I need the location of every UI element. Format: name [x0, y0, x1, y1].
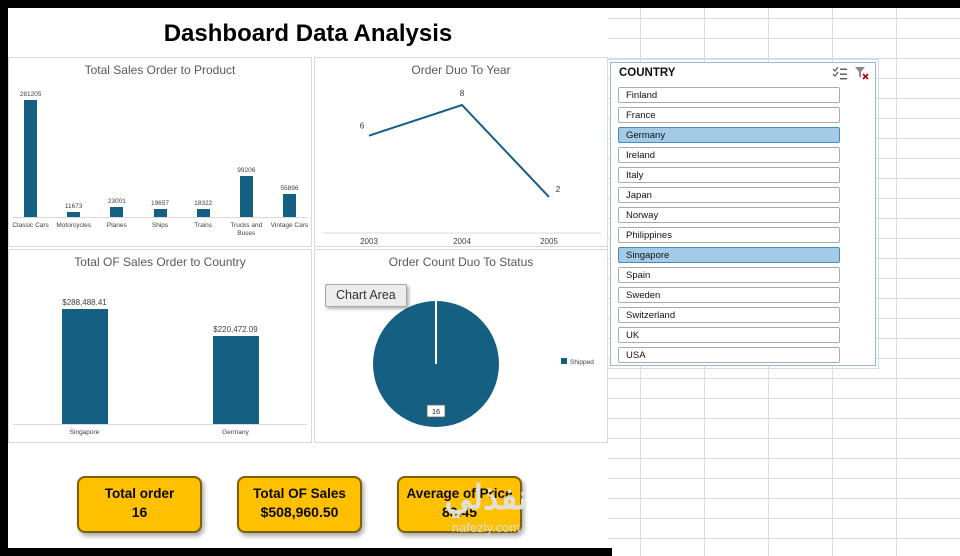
bar-value-label: 99206	[237, 166, 256, 174]
slicer-toolbar	[832, 67, 869, 80]
chart-title: Total OF Sales Order to Country	[74, 255, 246, 269]
bottom-black-strip	[0, 548, 612, 556]
category-label: Trucks and Buses	[230, 222, 263, 237]
bar-value-label: $220,472.09	[213, 325, 258, 335]
bar-Classic Cars[interactable]	[24, 100, 38, 217]
kpi-value: 16	[131, 504, 148, 520]
slicer-header: COUNTRY	[619, 67, 676, 79]
legend-swatch	[561, 358, 567, 364]
bar-value-label: 18322	[194, 200, 213, 208]
kpi-total-sales[interactable]: Total OF Sales $508,960.50	[237, 476, 362, 533]
slicer-item-ireland[interactable]: Ireland	[618, 147, 840, 163]
category-label: Trains	[194, 222, 213, 229]
slicer-item-philippines[interactable]: Philippines	[618, 227, 840, 243]
slicer-item-france[interactable]: France	[618, 107, 840, 123]
kpi-label: Total OF Sales	[253, 486, 346, 501]
bar-value-label: 23001	[107, 198, 126, 206]
slicer-item-sweden[interactable]: Sweden	[618, 287, 840, 303]
slicer-item-usa[interactable]: USA	[618, 347, 840, 363]
bar-Ships[interactable]	[153, 208, 167, 217]
chart-status-pie[interactable]: Order Count Duo To Status Chart Area 16 S…	[314, 249, 608, 443]
bar-Trains[interactable]	[196, 209, 210, 217]
bar-value-label: 11673	[64, 203, 83, 211]
bar-Trucks and Buses[interactable]	[239, 175, 253, 217]
slicer-item-japan[interactable]: Japan	[618, 187, 840, 203]
line-chart-svg[interactable]: 6 8 2 2003 2004 2005	[315, 80, 607, 246]
category-label: Germany	[222, 429, 249, 436]
category-label: Motorcycles	[56, 222, 92, 229]
slicer-item-switzerland[interactable]: Switzerland	[618, 307, 840, 323]
chart-order-year[interactable]: Order Duo To Year 6 8 2 2003 2004 2005	[314, 57, 608, 247]
kpi-value: $508,960.50	[260, 504, 339, 520]
pie-chart-plot: 16 Shipped	[315, 272, 607, 442]
bar-Planes[interactable]	[110, 207, 124, 217]
multiselect-icon[interactable]	[832, 67, 847, 80]
x-axis-line	[13, 217, 307, 218]
left-black-strip	[0, 0, 8, 556]
clear-filter-icon[interactable]	[854, 67, 869, 80]
bar-Vintage Cars[interactable]	[282, 193, 296, 217]
chart-title: Order Duo To Year	[411, 63, 511, 77]
dashboard-area: Dashboard Data Analysis Total Sales Orde…	[8, 8, 608, 548]
line-chart-plot: 6 8 2 2003 2004 2005	[315, 80, 607, 246]
slicer-item-germany[interactable]: Germany	[618, 127, 840, 143]
x-tick-label: 2004	[453, 237, 471, 246]
bar-value-label: 281205	[19, 91, 42, 98]
bar-Motorcycles[interactable]	[67, 212, 81, 217]
bar-Germany[interactable]	[212, 336, 259, 424]
category-label: Ships	[151, 222, 169, 229]
chart-area-tooltip: Chart Area	[325, 284, 407, 307]
bar-value-label: $288,488.41	[62, 298, 107, 307]
top-black-strip	[0, 0, 960, 8]
category-label: Singapore	[69, 429, 100, 436]
bar-value-label: 55896	[280, 184, 299, 192]
x-tick-label: 2005	[540, 237, 558, 246]
point-value-label: 6	[360, 122, 365, 131]
page-title: Dashboard Data Analysis	[163, 20, 453, 47]
kpi-total-order[interactable]: Total order 16	[77, 476, 202, 533]
point-value-label: 8	[460, 89, 465, 98]
pie-data-label: 16	[432, 407, 440, 416]
slicer-item-finland[interactable]: Finland	[618, 87, 840, 103]
chart-product-sales[interactable]: Total Sales Order to Product 281205 Class…	[8, 57, 312, 247]
pie-data-label-box	[426, 404, 446, 418]
x-axis-line	[13, 424, 307, 425]
slicer-item-spain[interactable]: Spain	[618, 267, 840, 283]
bar-Singapore[interactable]	[61, 309, 108, 424]
chart-title: Order Count Duo To Status	[388, 255, 534, 269]
slicer-item-uk[interactable]: UK	[618, 327, 840, 343]
country-slicer[interactable]: COUNTRY Finland France Germany Ireland Italy…	[607, 59, 879, 369]
legend-label: Shipped	[570, 359, 594, 366]
chart-country-sales[interactable]: Total OF Sales Order to Country $288,488…	[8, 249, 312, 443]
category-label: Classic Cars	[12, 222, 49, 229]
point-value-label: 2	[556, 185, 561, 194]
category-label: Planes	[106, 222, 127, 229]
pie-chart-svg[interactable]: 16 Shipped	[315, 272, 607, 442]
line-series[interactable]	[368, 103, 550, 198]
kpi-label: Average of Price	[406, 486, 513, 501]
slicer-item-italy[interactable]: Italy	[618, 167, 840, 183]
slicer-item-list: Finland France Germany Ireland Italy Japan Nor…	[618, 87, 842, 365]
x-tick-label: 2003	[360, 237, 378, 246]
category-label: Vintage Cars	[270, 222, 309, 229]
slicer-item-singapore[interactable]: Singapore	[618, 247, 840, 263]
kpi-value: 83.45	[441, 504, 478, 520]
chart-title: Total Sales Order to Product	[84, 63, 236, 77]
bar-value-label: 19657	[150, 199, 170, 207]
bar-chart-plot: $288,488.41 Singapore $220,472.09 Germany	[9, 272, 311, 442]
slicer-item-norway[interactable]: Norway	[618, 207, 840, 223]
kpi-label: Total order	[104, 486, 175, 501]
kpi-average-price[interactable]: Average of Price 83.45	[397, 476, 522, 533]
bar-chart-plot: 281205 Classic Cars 11673 Motorcycles 23001 P…	[9, 80, 311, 246]
